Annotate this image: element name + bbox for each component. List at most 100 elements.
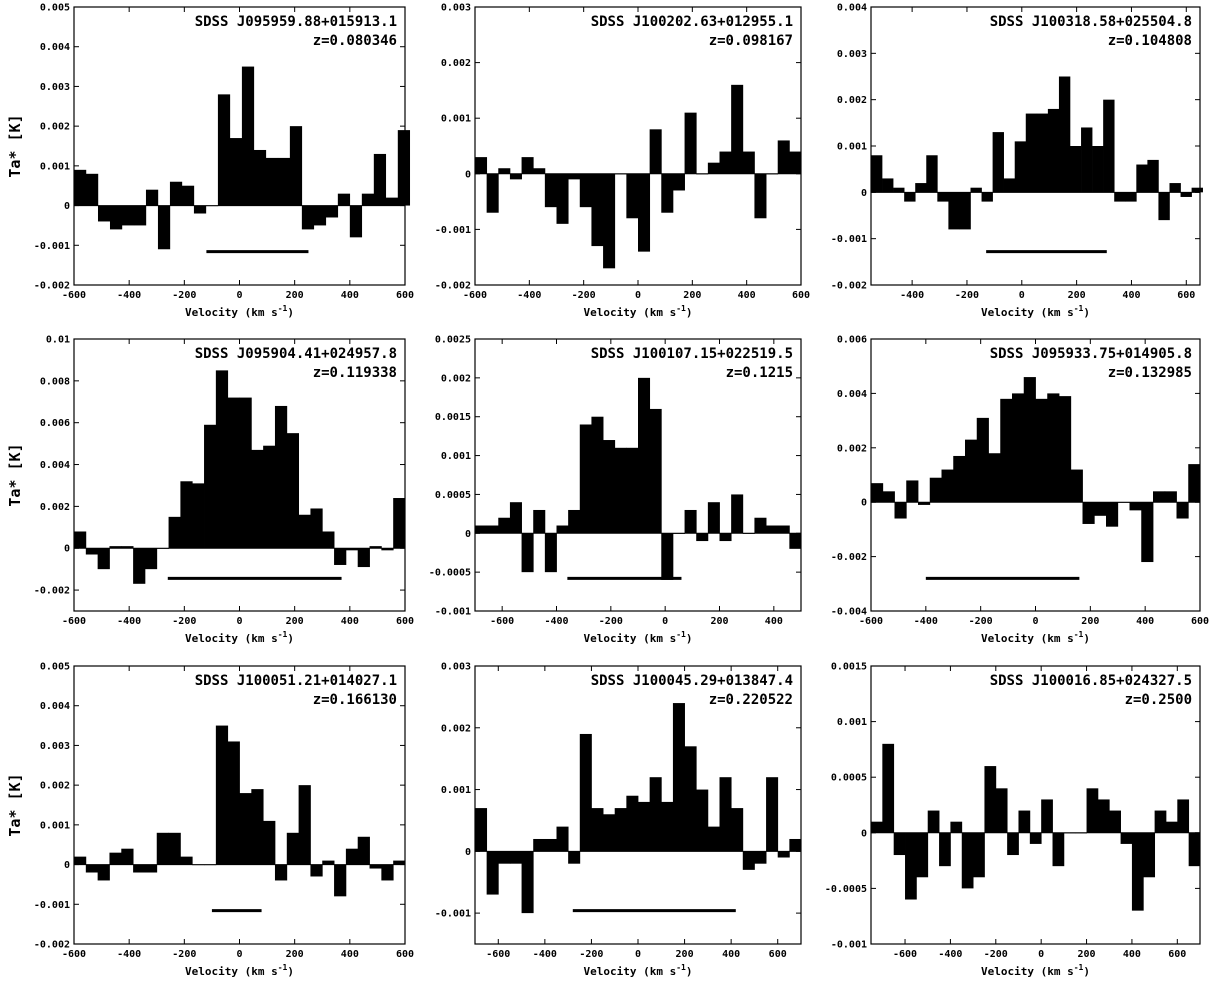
- bar: [1000, 398, 1013, 503]
- bar: [904, 192, 916, 202]
- plot-frame: [474, 338, 802, 612]
- bar: [754, 173, 767, 219]
- bar: [1188, 464, 1201, 503]
- bar: [521, 533, 534, 573]
- x-axis-label-text: Velocity (km s: [185, 632, 278, 645]
- bar: [289, 126, 303, 206]
- bar: [509, 502, 522, 534]
- bar: [981, 192, 993, 202]
- y-tick-label: -0.002: [831, 552, 867, 563]
- panel-redshift: z=0.119338: [313, 365, 397, 381]
- bar: [334, 864, 347, 897]
- bar: [948, 192, 960, 230]
- x-axis-label-exponent: -1: [278, 963, 288, 972]
- bar: [661, 533, 674, 580]
- bar: [1103, 99, 1115, 193]
- bar: [1147, 159, 1159, 193]
- y-tick-label: -0.001: [435, 225, 471, 236]
- bar: [157, 205, 171, 250]
- panel-redshift: z=0.080346: [313, 33, 397, 49]
- bar: [1003, 178, 1016, 193]
- x-tick-label: 400: [722, 949, 740, 960]
- x-tick-label: 600: [792, 290, 810, 301]
- x-tick-label: -400: [117, 290, 141, 301]
- bar: [381, 864, 394, 881]
- x-axis-label-text: Velocity (km s: [981, 965, 1074, 978]
- x-axis-label-close: ): [1083, 965, 1090, 978]
- bar: [1143, 832, 1156, 878]
- panel-title: SDSS J100051.21+014027.1: [195, 673, 397, 689]
- x-axis-label-text: Velocity (km s: [584, 632, 677, 645]
- x-tick-label: -400: [117, 616, 141, 627]
- bar: [498, 517, 511, 534]
- bar: [1141, 502, 1154, 563]
- y-tick-label: 0.001: [441, 451, 471, 462]
- y-axis-label: Ta* [K]: [6, 773, 24, 836]
- y-tick-label: 0.0025: [435, 335, 471, 346]
- bar: [926, 155, 938, 193]
- y-tick-label: 0.006: [40, 418, 70, 429]
- bar: [1007, 832, 1019, 856]
- y-tick-label: 0.0005: [435, 490, 471, 501]
- x-tick-label: 200: [1078, 949, 1096, 960]
- panel-title: SDSS J095959.88+015913.1: [195, 14, 397, 30]
- bar: [369, 546, 382, 549]
- bar: [229, 138, 243, 206]
- bar: [871, 483, 884, 503]
- bar: [719, 151, 732, 174]
- y-axis-label: Ta* [K]: [6, 114, 24, 177]
- bar: [1052, 832, 1065, 867]
- bar: [965, 439, 978, 503]
- bar: [1018, 810, 1031, 833]
- bar: [579, 733, 592, 852]
- bar: [1114, 192, 1126, 202]
- y-tick-label: 0.0015: [435, 412, 471, 423]
- x-tick-label: -600: [893, 949, 917, 960]
- bar: [961, 832, 974, 889]
- y-tick-label: -0.002: [34, 586, 70, 597]
- bar: [263, 445, 276, 549]
- bar: [97, 205, 111, 222]
- x-tick-label: 200: [286, 290, 304, 301]
- x-tick-label: 0: [1032, 616, 1038, 627]
- bar: [556, 826, 569, 852]
- bar: [310, 508, 323, 549]
- x-tick-label: 400: [341, 290, 359, 301]
- bar: [544, 838, 557, 852]
- bar: [568, 173, 581, 180]
- bar: [310, 864, 323, 877]
- x-tick-label: 600: [396, 616, 414, 627]
- x-tick-label: -200: [572, 290, 596, 301]
- bar: [1097, 799, 1110, 833]
- y-tick-label: 0.001: [837, 142, 867, 153]
- bar: [1041, 799, 1053, 833]
- bar: [918, 502, 931, 505]
- x-tick-label: 0: [1038, 949, 1044, 960]
- plot-frame: [870, 665, 1201, 945]
- y-tick-label: 0.002: [441, 373, 471, 384]
- panel-1: -600 -400 -200 0 200 400 600 -0.002 -0.001 0 0.001…: [6, 3, 414, 320]
- y-tick-label: -0.001: [34, 900, 70, 911]
- bar: [239, 397, 252, 549]
- bar: [533, 168, 546, 174]
- bar: [109, 205, 123, 230]
- bar: [614, 447, 627, 534]
- x-tick-label: -600: [62, 949, 86, 960]
- bar: [168, 832, 181, 865]
- bar: [217, 94, 231, 206]
- bar: [579, 173, 592, 208]
- bar: [361, 193, 375, 206]
- bar: [937, 192, 949, 202]
- bar: [145, 189, 159, 206]
- bar: [509, 851, 522, 864]
- bar: [1025, 113, 1038, 193]
- bar: [1131, 832, 1144, 911]
- bar: [992, 132, 1004, 193]
- bar: [286, 832, 300, 865]
- bar: [486, 173, 499, 213]
- bar: [1014, 141, 1027, 193]
- bar: [603, 440, 616, 534]
- bar: [1109, 810, 1121, 833]
- y-tick-label: 0: [861, 498, 867, 509]
